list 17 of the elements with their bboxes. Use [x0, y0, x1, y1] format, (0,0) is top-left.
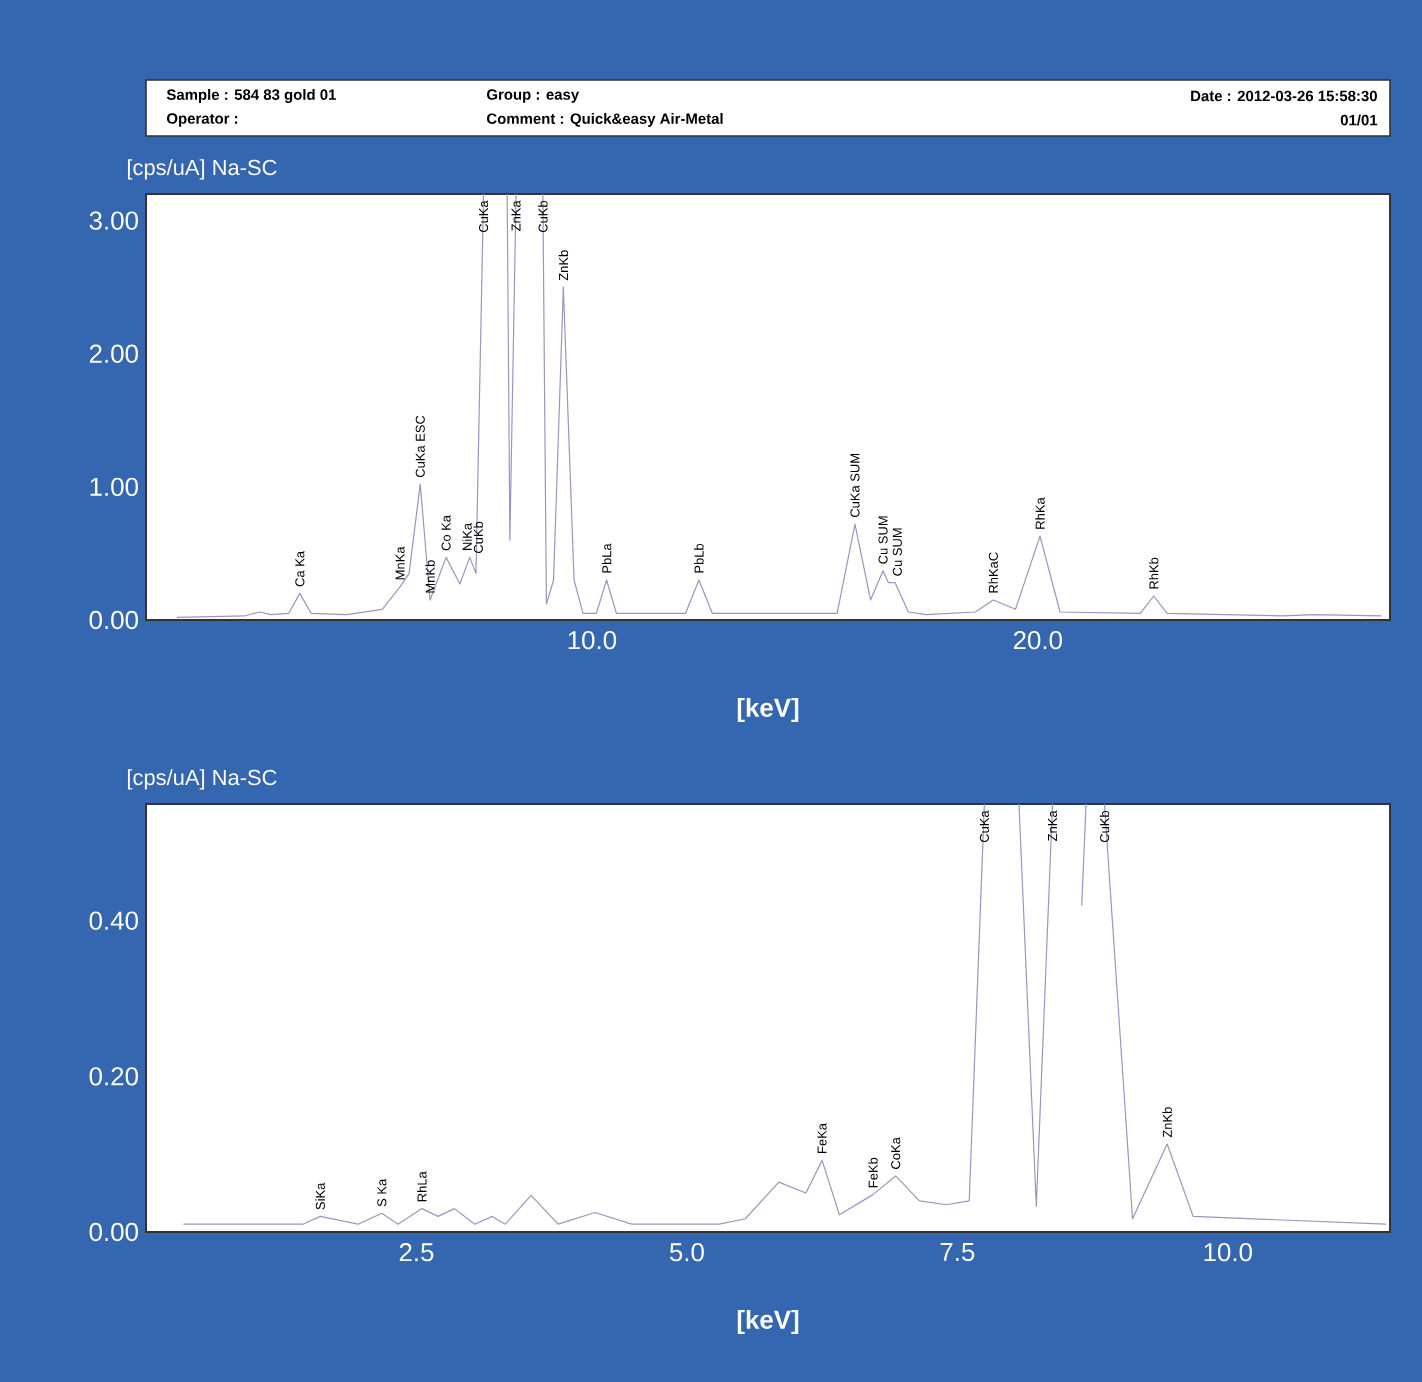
x-tick-label: 5.0	[669, 1243, 704, 1262]
x-tick-label: 10.0	[568, 631, 617, 650]
y-tick-label: 1.00	[90, 477, 138, 497]
x-tick-label: 20.0	[1013, 631, 1062, 650]
x-tick-label: 7.5	[940, 1243, 975, 1262]
x-axis-title: [keV]	[737, 697, 799, 723]
y-tick-label: 0.00	[89, 1222, 138, 1242]
y-tick-label: 0.20	[89, 1067, 138, 1086]
x-tick-label: 10.0	[1204, 1243, 1252, 1262]
x-tick-label: 2.5	[399, 1243, 434, 1262]
x-axis-title: [keV]	[737, 1309, 799, 1335]
y-tick-label: 2.00	[89, 344, 138, 363]
y-tick-label: 0.00	[89, 610, 138, 630]
y-axis-title: [cps/uA] Na-SC	[127, 159, 277, 180]
y-tick-label: 0.40	[89, 911, 138, 930]
y-tick-label: 3.00	[89, 211, 138, 230]
y-axis-title: [cps/uA] Na-SC	[127, 769, 277, 790]
